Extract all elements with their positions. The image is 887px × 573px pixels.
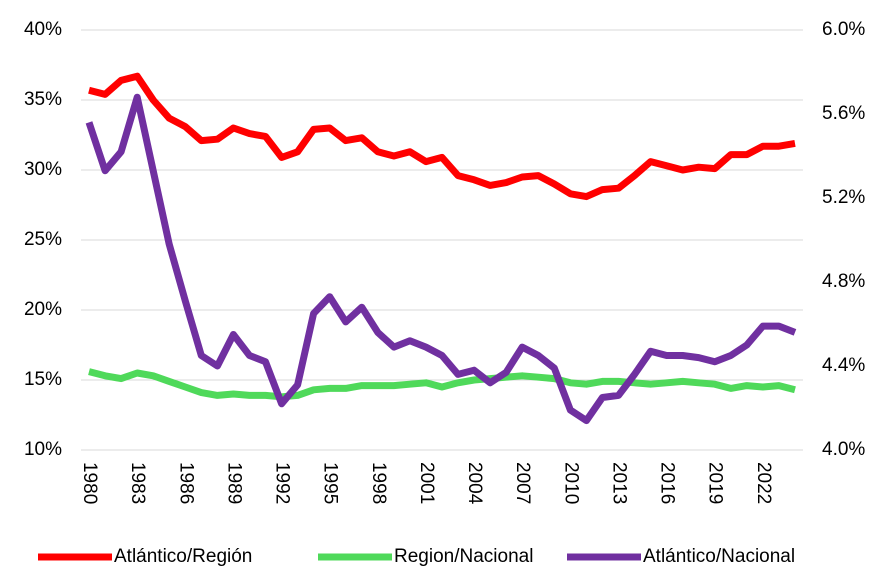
series-line	[88, 72, 796, 201]
legend-label: Atlántico/Nacional	[643, 546, 795, 567]
x-tick-label: 1992	[272, 462, 293, 504]
legend-label: Region/Nacional	[394, 546, 533, 567]
x-tick-label: 1983	[127, 462, 148, 504]
y2-tick-label: 4.4%	[822, 355, 865, 376]
x-tick-label: 1995	[320, 462, 341, 504]
x-tick-label: 2013	[608, 462, 629, 504]
x-tick-label: 2001	[416, 462, 437, 504]
y-tick-label: 40%	[24, 19, 62, 40]
y-tick-label: 30%	[24, 159, 62, 180]
y-tick-label: 25%	[24, 229, 62, 250]
legend-label: Atlántico/Región	[114, 546, 252, 567]
y2-tick-label: 4.8%	[822, 271, 865, 292]
y2-tick-label: 4.0%	[822, 439, 865, 460]
x-tick-label: 2010	[560, 462, 581, 504]
y2-tick-label: 6.0%	[822, 19, 865, 40]
y-tick-label: 15%	[24, 369, 62, 390]
x-tick-label: 2019	[705, 462, 726, 504]
y2-tick-label: 5.6%	[822, 103, 865, 124]
x-tick-label: 2022	[753, 462, 774, 504]
x-tick-label: 2007	[512, 462, 533, 504]
series-line	[88, 368, 796, 401]
x-tick-label: 1986	[175, 462, 196, 504]
x-tick-label: 2004	[464, 462, 485, 505]
x-tick-label: 1989	[223, 462, 244, 504]
x-tick-label: 1980	[79, 462, 100, 504]
x-tick-label: 2016	[657, 462, 678, 504]
y-tick-label: 20%	[24, 299, 62, 320]
y-tick-label: 10%	[24, 439, 62, 460]
series-line	[85, 93, 797, 425]
y-tick-label: 35%	[24, 89, 62, 110]
y2-tick-label: 5.2%	[822, 187, 865, 208]
x-tick-label: 1998	[368, 462, 389, 504]
